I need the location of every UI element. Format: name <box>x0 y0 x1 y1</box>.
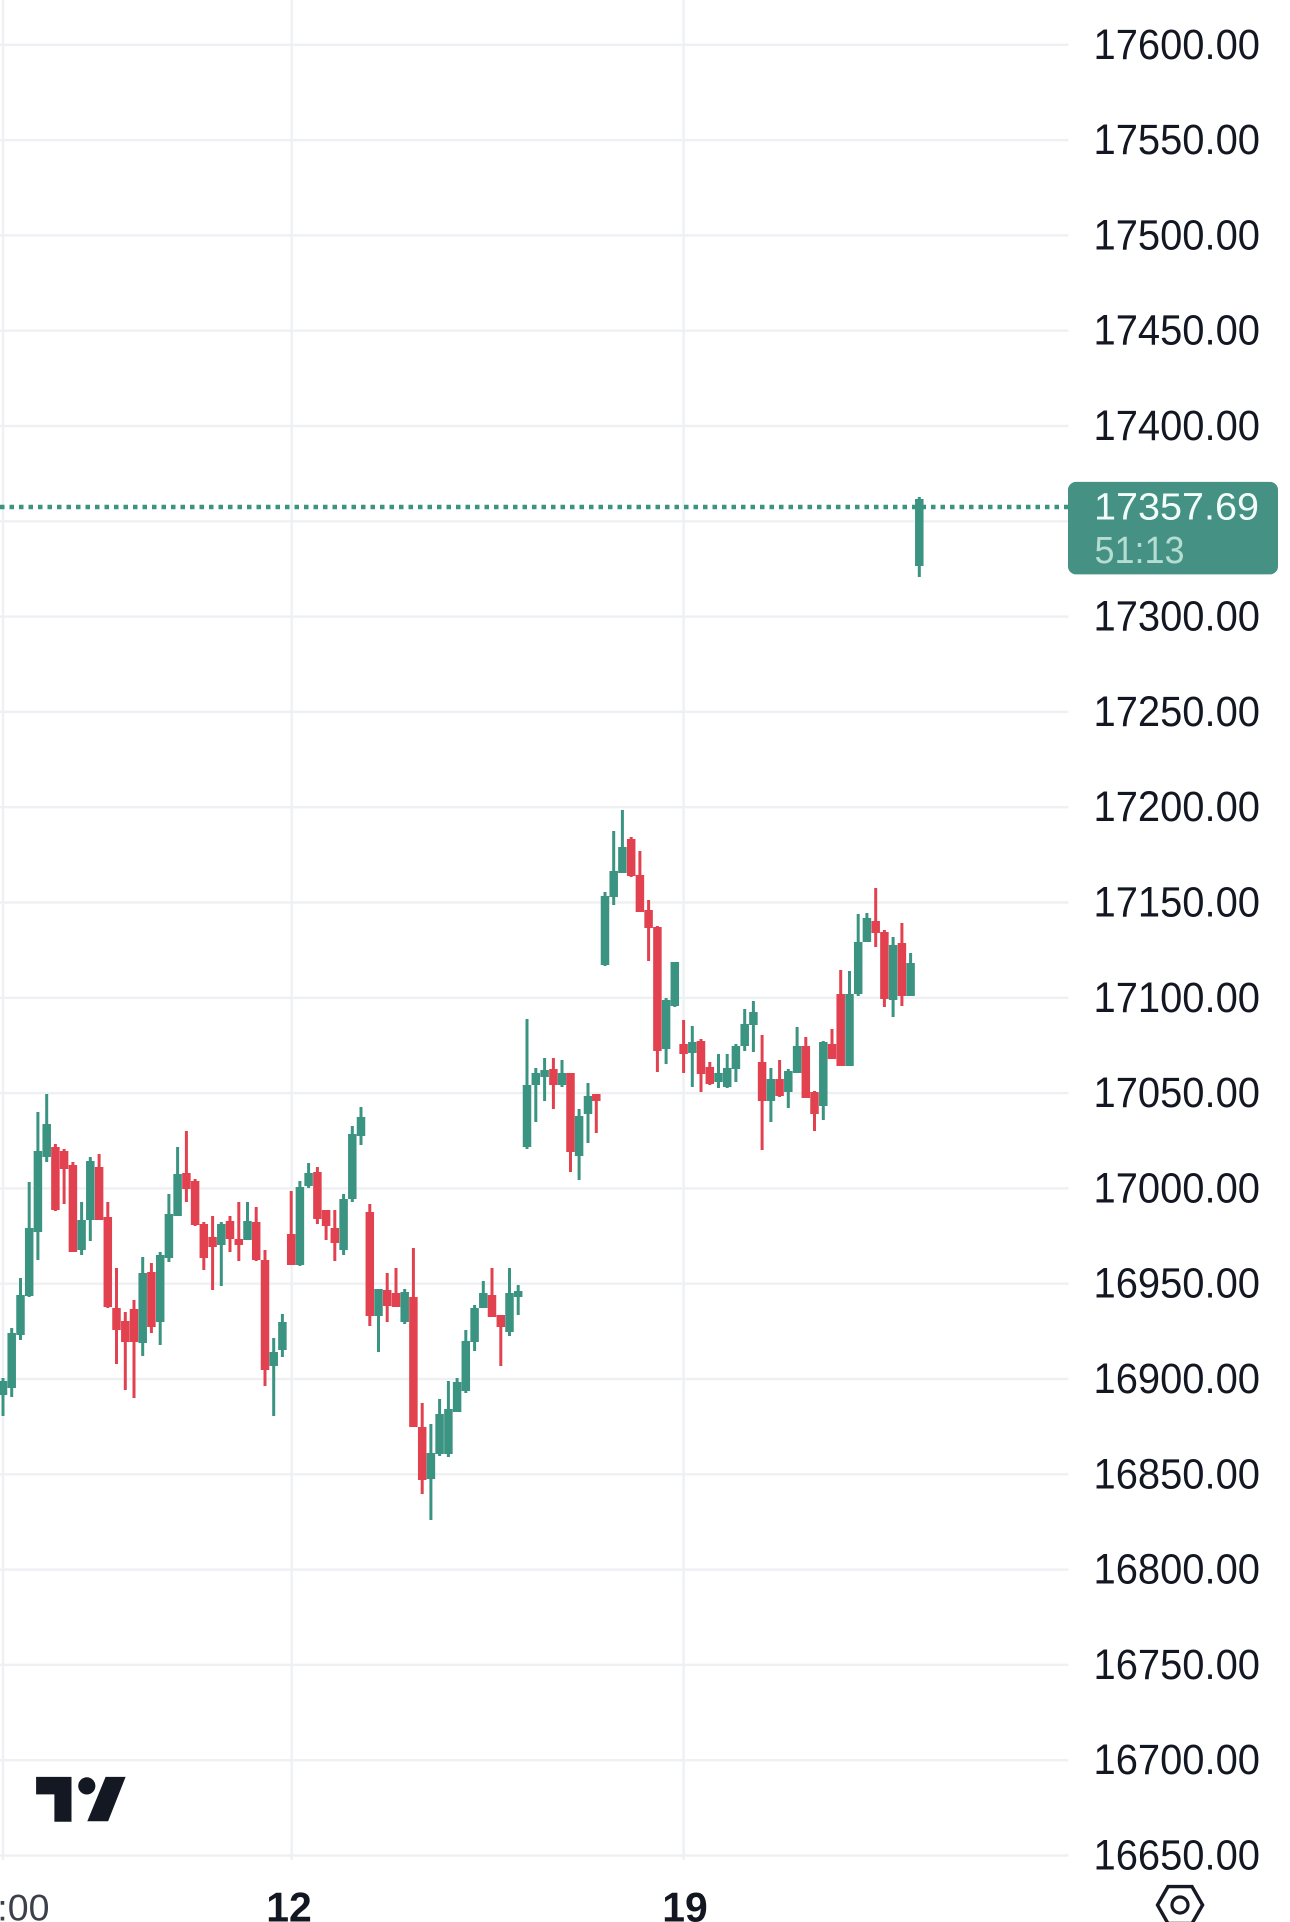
svg-text:17357.69: 17357.69 <box>1094 485 1259 528</box>
svg-text:16900.00: 16900.00 <box>1094 1356 1261 1403</box>
svg-text:17450.00: 17450.00 <box>1094 308 1261 355</box>
svg-text:51:13: 51:13 <box>1095 529 1185 572</box>
svg-text:16850.00: 16850.00 <box>1094 1451 1261 1498</box>
svg-text:17000.00: 17000.00 <box>1094 1165 1261 1212</box>
svg-text:17600.00: 17600.00 <box>1094 22 1261 69</box>
svg-text:17300.00: 17300.00 <box>1094 594 1261 641</box>
svg-text:17500.00: 17500.00 <box>1094 212 1261 259</box>
svg-text:16750.00: 16750.00 <box>1094 1642 1261 1689</box>
svg-text:17150.00: 17150.00 <box>1094 880 1261 927</box>
svg-text:17250.00: 17250.00 <box>1094 689 1261 736</box>
svg-text:16800.00: 16800.00 <box>1094 1547 1261 1594</box>
svg-text:16950.00: 16950.00 <box>1094 1261 1261 1308</box>
svg-text:12: 12 <box>266 1883 312 1922</box>
svg-text:16700.00: 16700.00 <box>1094 1737 1261 1784</box>
svg-text:17050.00: 17050.00 <box>1094 1070 1261 1117</box>
svg-text:16650.00: 16650.00 <box>1094 1833 1261 1880</box>
svg-text:17200.00: 17200.00 <box>1094 784 1261 831</box>
svg-text:19: 19 <box>662 1883 708 1922</box>
svg-text:17550.00: 17550.00 <box>1094 117 1261 164</box>
svg-text:17100.00: 17100.00 <box>1094 975 1261 1022</box>
svg-text:17400.00: 17400.00 <box>1094 403 1261 450</box>
svg-text:16:00: 16:00 <box>0 1887 49 1922</box>
